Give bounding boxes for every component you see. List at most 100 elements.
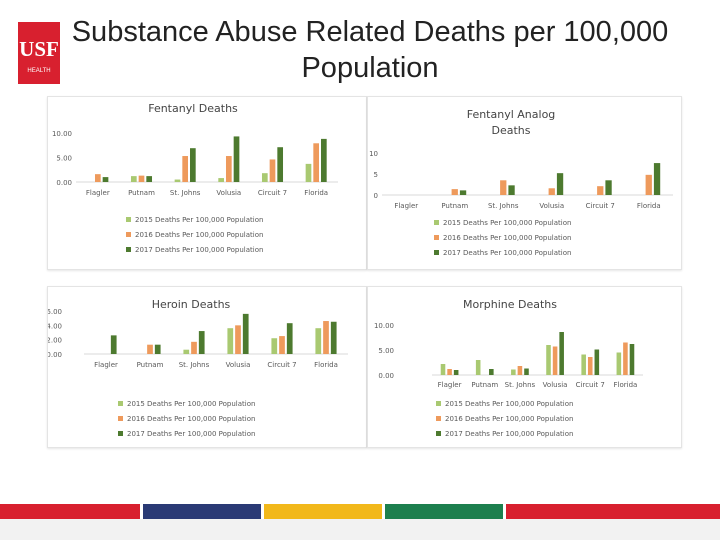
footer-stripe-segment [385,504,503,519]
legend-label: 2016 Deaths Per 100,000 Population [135,231,263,239]
x-category-label: Circuit 7 [267,361,296,369]
bar [218,178,224,182]
legend-label: 2015 Deaths Per 100,000 Population [445,400,573,408]
bar [198,331,205,354]
bar [242,313,249,354]
bar [102,177,109,182]
bar [110,335,117,354]
bar [130,176,137,182]
y-tick-label: 5.00 [378,347,394,355]
heroin-deaths-chart: Heroin Deaths 0.00 2.00 4.00 6.00 Flagler Putn… [48,298,348,438]
x-category-label: Circuit 7 [586,202,615,210]
footer-stripe-segment [506,504,720,519]
bar [183,349,190,354]
bar [146,176,153,182]
footer-stripe-segment [261,504,264,519]
x-category-label: Putnam [128,189,155,197]
bar [279,336,285,354]
bar [594,349,600,375]
usf-health-logo: USF HEALTH [18,22,60,84]
x-category-label: Circuit 7 [576,381,605,389]
bar [616,352,622,375]
chart-title-line: Fentanyl Analog [467,108,556,121]
bar [645,174,652,195]
legend-swatch [434,235,439,240]
y-tick-label: 10.00 [52,130,72,138]
y-tick-label: 0.00 [378,372,394,380]
bar [453,370,459,375]
bar [147,344,153,354]
bar [235,325,241,354]
bar [271,338,278,354]
legend-swatch [118,416,123,421]
x-category-label: Flagler [394,202,418,210]
morphine-chart-panel: Morphine Deaths 0.00 5.00 10.00 Flagler Putna… [367,286,682,448]
x-category-label: Putnam [471,381,498,389]
legend-label: 2016 Deaths Per 100,000 Population [127,415,255,423]
footer-stripe-segment [264,504,382,519]
chart-title: Morphine Deaths [463,298,557,311]
bar [511,369,516,375]
footer-stripe-segment [143,504,261,519]
bar [233,136,240,182]
bar [459,190,467,195]
bar [548,188,555,195]
x-category-label: St. Johns [488,202,519,210]
bar [154,344,161,354]
footer-stripe-segment [140,504,143,519]
bar [597,186,604,195]
y-tick-label: 2.00 [48,337,62,345]
legend-swatch [126,217,131,222]
bar [94,174,101,182]
bar [500,180,507,195]
chart-title-line: Deaths [492,124,531,137]
logo-subtitle: HEALTH [27,68,50,74]
bar [440,364,446,375]
bar [623,342,628,375]
bar [489,369,494,375]
heroin-chart-panel: Heroin Deaths 0.00 2.00 4.00 6.00 Flagler Putn… [47,286,367,448]
bar [629,344,635,375]
footer-bar [0,519,720,540]
bar [605,180,612,195]
bar [227,328,234,354]
bar [524,368,529,375]
footer-color-stripe [0,504,720,519]
legend-swatch [126,232,131,237]
y-tick-label: 0.00 [56,179,72,187]
legend-label: 2017 Deaths Per 100,000 Population [135,246,263,254]
legend-swatch [436,431,441,436]
bar [330,321,337,354]
bar [556,173,564,195]
legend-label: 2017 Deaths Per 100,000 Population [443,249,571,257]
bar [261,173,268,182]
bar [559,332,564,375]
fentanyl-analog-deaths-chart: Fentanyl Analog Deaths 0 5 10 Flagler Putnam St… [369,108,673,257]
legend-label: 2017 Deaths Per 100,000 Population [127,430,255,438]
x-category-label: Volusia [539,202,564,210]
x-category-label: Putnam [137,361,164,369]
y-tick-label: 6.00 [48,308,62,316]
fentanyl-deaths-chart: Fentanyl Deaths 0.00 5.00 10.00 Flagler Putna… [52,102,338,254]
legend-label: 2015 Deaths Per 100,000 Population [127,400,255,408]
legend-label: 2015 Deaths Per 100,000 Population [443,219,571,227]
bar [451,189,458,195]
bar [313,143,320,182]
legend-swatch [118,401,123,406]
bar [517,366,523,375]
legend-swatch [118,431,123,436]
bar [138,175,145,182]
x-category-label: Florida [314,361,338,369]
y-tick-label: 5 [374,171,378,179]
x-category-label: Florida [304,189,328,197]
x-category-label: Florida [637,202,661,210]
x-category-label: Flagler [94,361,118,369]
usf-health-logo-mark: USF HEALTH [19,37,59,74]
fentanyl-chart-panel: Fentanyl Deaths 0.00 5.00 10.00 Flagler Putna… [47,96,367,270]
x-category-label: Volusia [543,381,568,389]
fentanyl-analog-chart-panel: Fentanyl Analog Deaths 0 5 10 Flagler Putnam St… [367,96,682,270]
x-category-label: Putnam [441,202,468,210]
bar [190,148,196,182]
x-category-label: St. Johns [170,189,201,197]
morphine-deaths-chart: Morphine Deaths 0.00 5.00 10.00 Flagler Putna… [374,298,643,438]
